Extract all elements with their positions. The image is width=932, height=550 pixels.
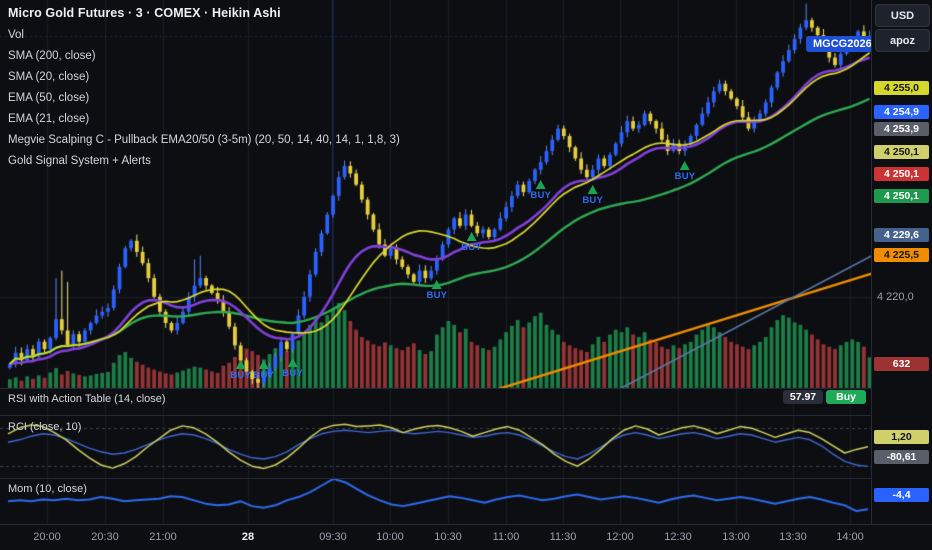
time-label: 10:30 <box>434 531 462 543</box>
legend: Micro Gold Futures · 3 · COMEX · Heikin … <box>8 6 400 176</box>
price-scale[interactable]: USD apoz 4 255,0 4 254,9 4 253,9 4 250,1 4 2… <box>871 0 932 550</box>
time-label: 20:00 <box>33 531 61 543</box>
mom-pane-title[interactable]: Mom (10, close) <box>8 483 87 495</box>
rci-value-label: -80,61 <box>874 450 929 464</box>
symbol-title[interactable]: Micro Gold Futures · 3 · COMEX · Heikin … <box>8 6 281 20</box>
price-label: 4 250,1 <box>874 167 929 181</box>
price-label: 4 250,1 <box>874 189 929 203</box>
currency-button[interactable]: USD <box>875 4 930 27</box>
time-label: 12:00 <box>606 531 634 543</box>
time-label: 13:00 <box>722 531 750 543</box>
rsi-value: 57.97 <box>782 390 824 404</box>
time-label: 14:00 <box>836 531 864 543</box>
account-button[interactable]: apoz <box>875 29 930 52</box>
price-label: 4 254,9 <box>874 105 929 119</box>
legend-item[interactable]: SMA (200, close) <box>8 50 96 62</box>
price-label: 4 229,6 <box>874 228 929 242</box>
time-label: 12:30 <box>664 531 692 543</box>
pane-separator[interactable] <box>0 415 932 416</box>
legend-item[interactable]: Vol <box>8 29 24 41</box>
price-label: 4 253,9 <box>874 122 929 136</box>
legend-item[interactable]: EMA (21, close) <box>8 113 90 125</box>
time-scale[interactable]: 20:00 20:30 21:00 28 09:30 10:00 10:30 11:00 11:… <box>0 524 932 550</box>
symbol-badge: MGCG2026 <box>806 36 879 52</box>
time-label: 11:30 <box>549 531 577 543</box>
rci-value-label: 1,20 <box>874 430 929 444</box>
mom-value-label: -4,4 <box>874 488 929 502</box>
rsi-action-table: 57.97 Buy <box>782 390 866 404</box>
legend-item[interactable]: Megvie Scalping C - Pullback EMA20/50 (3… <box>8 134 400 146</box>
time-label-day: 28 <box>241 531 255 543</box>
legend-items: Vol SMA (200, close) SMA (20, close) EMA (5… <box>8 29 400 167</box>
chart-canvas[interactable] <box>0 0 872 524</box>
time-label: 11:00 <box>492 531 520 543</box>
price-label: 4 250,1 <box>874 145 929 159</box>
legend-item[interactable]: EMA (50, close) <box>8 92 90 104</box>
time-label: 09:30 <box>319 531 347 543</box>
volume-label: 632 <box>874 357 929 371</box>
time-label: 13:30 <box>779 531 807 543</box>
rci-pane-title[interactable]: RCI (close, 10) <box>8 421 82 433</box>
rsi-signal-badge: Buy <box>826 390 866 404</box>
legend-item[interactable]: SMA (20, close) <box>8 71 90 83</box>
legend-item[interactable]: Gold Signal System + Alerts <box>8 155 151 167</box>
price-label: 4 255,0 <box>874 81 929 95</box>
price-label: 4 225,5 <box>874 248 929 262</box>
rsi-pane-title[interactable]: RSI with Action Table (14, close) <box>8 393 166 405</box>
price-tick: 4 220,0 <box>877 291 914 303</box>
time-label: 21:00 <box>149 531 177 543</box>
time-label: 10:00 <box>376 531 404 543</box>
pane-separator[interactable] <box>0 478 932 479</box>
time-label: 20:30 <box>91 531 119 543</box>
pane-separator[interactable] <box>0 388 932 389</box>
